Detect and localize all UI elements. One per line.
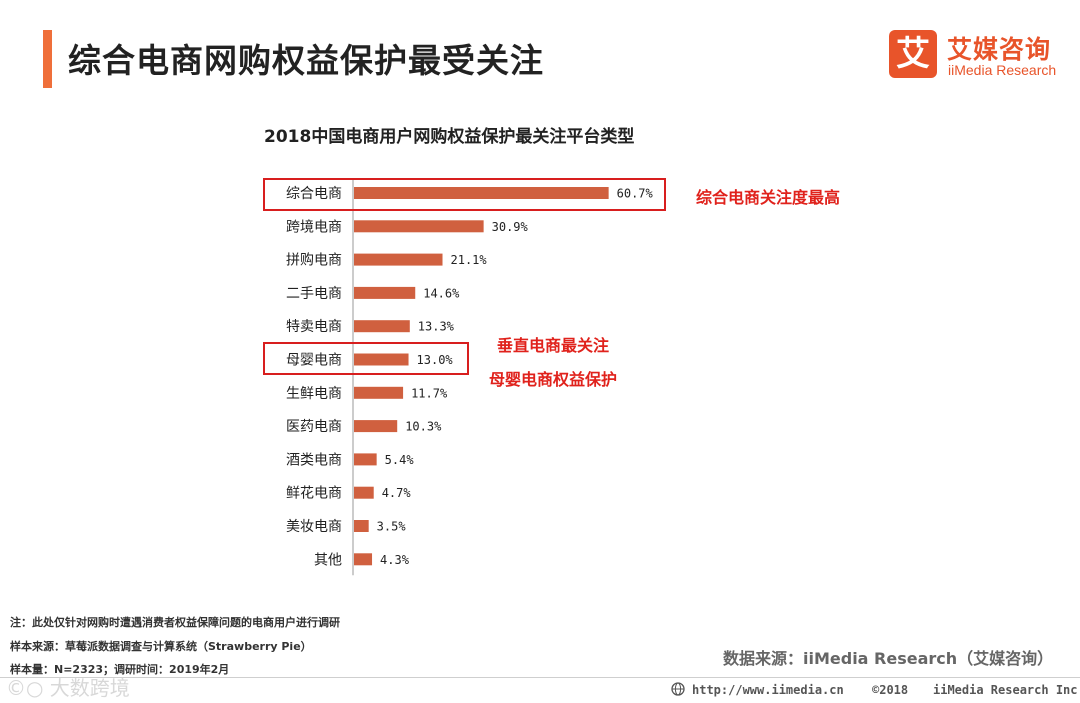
- watermark: ©○ 大数跨境: [6, 676, 130, 700]
- note-scope: 注：此处仅针对网购时遭遇消费者权益保障问题的电商用户进行调研: [10, 616, 340, 629]
- category-label: 综合电商: [286, 186, 342, 202]
- title-accent-bar: [43, 30, 52, 88]
- bar: [354, 453, 377, 466]
- footer-company: iiMedia Research Inc: [933, 683, 1078, 697]
- bar: [354, 320, 410, 333]
- bar: [354, 353, 409, 366]
- highlight-box-zonghe: [263, 178, 666, 211]
- category-label: 美妆电商: [286, 519, 342, 535]
- value-label: 13.0%: [417, 353, 454, 367]
- logo-english-name: iiMedia Research: [948, 62, 1057, 78]
- category-label: 跨境电商: [286, 219, 342, 235]
- highlight-box-muying: [263, 342, 469, 375]
- logo-chinese-name: 艾媒咨询: [947, 35, 1052, 64]
- category-label: 鲜花电商: [286, 486, 342, 502]
- logo-mark-icon: 艾: [889, 30, 937, 78]
- bar: [354, 386, 404, 399]
- brand-logo: 艾 艾媒咨询 iiMedia Research: [889, 30, 1069, 82]
- bar: [354, 486, 374, 499]
- footer-url[interactable]: http://www.iimedia.cn: [692, 683, 844, 697]
- bar: [354, 187, 609, 199]
- category-label: 二手电商: [286, 286, 342, 302]
- annotation-top: 综合电商关注度最高: [696, 188, 841, 207]
- value-label: 3.5%: [377, 520, 407, 534]
- category-label: 其他: [314, 552, 342, 568]
- bar: [354, 220, 484, 233]
- bar: [354, 253, 443, 266]
- globe-icon: [671, 682, 685, 696]
- value-label: 21.1%: [451, 253, 488, 267]
- value-label: 11.7%: [411, 386, 448, 400]
- category-label: 母婴电商: [286, 353, 342, 369]
- value-label: 14.6%: [423, 286, 460, 300]
- value-label: 5.4%: [385, 453, 415, 467]
- category-label: 医药电商: [286, 419, 342, 435]
- footer-copyright: ©2018: [872, 683, 909, 697]
- bar: [354, 420, 398, 433]
- bar: [354, 553, 373, 566]
- bar: [354, 520, 369, 532]
- category-label: 生鲜电商: [286, 386, 342, 402]
- value-label: 4.3%: [380, 553, 410, 567]
- annotation-vertical-line2: 母婴电商权益保护: [489, 370, 618, 389]
- annotation-vertical-line1: 垂直电商最关注: [497, 336, 610, 355]
- note-sample-size: 样本量：N=2323；调研时间：2019年2月: [10, 663, 230, 676]
- footer-divider: [0, 677, 1080, 678]
- value-label: 60.7%: [617, 187, 654, 201]
- value-label: 4.7%: [382, 486, 412, 500]
- category-label: 酒类电商: [286, 452, 342, 468]
- data-source: 数据来源：iiMedia Research（艾媒咨询）: [723, 649, 1054, 668]
- value-label: 13.3%: [418, 320, 455, 334]
- category-label: 特卖电商: [286, 319, 342, 335]
- category-label: 拼购电商: [286, 253, 342, 269]
- chart-title: 2018中国电商用户网购权益保护最关注平台类型: [264, 127, 635, 147]
- page-title: 综合电商网购权益保护最受关注: [68, 41, 544, 80]
- value-label: 10.3%: [405, 420, 442, 434]
- bar: [354, 286, 416, 299]
- note-sample-source: 样本来源：草莓派数据调查与计算系统（Strawberry Pie）: [10, 640, 312, 653]
- value-label: 30.9%: [492, 220, 529, 234]
